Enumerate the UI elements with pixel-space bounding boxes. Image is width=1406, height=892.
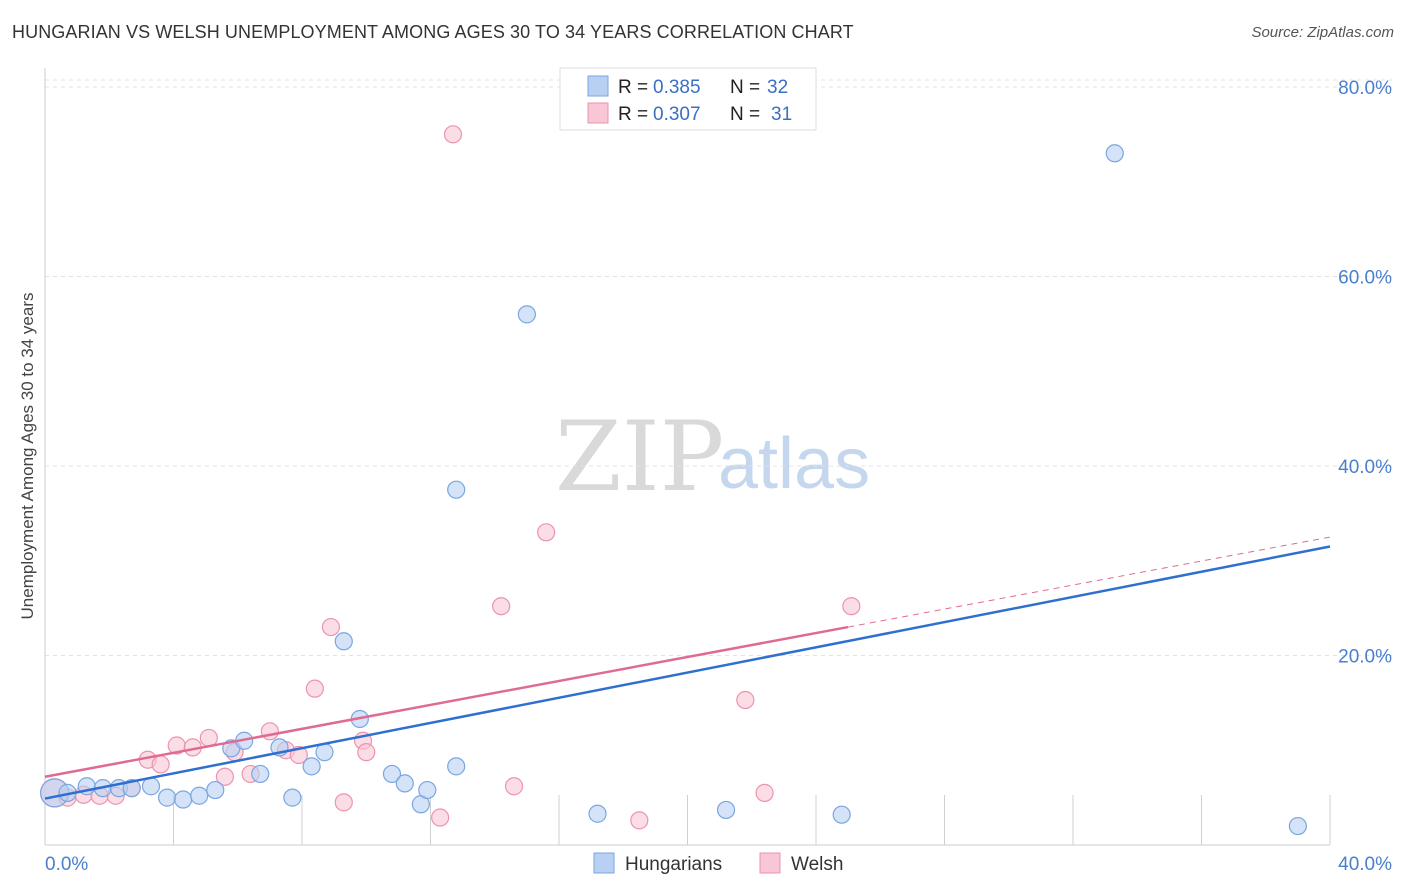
legend-r-value-welsh: 0.307 xyxy=(653,104,701,125)
legend-r-label-welsh: R = xyxy=(618,104,648,125)
watermark-atlas: atlas xyxy=(718,424,870,504)
welsh-point xyxy=(492,597,511,616)
legend-swatch-welsh xyxy=(587,102,609,124)
legend-n-value-hungarians: 32 xyxy=(767,77,788,98)
hungarians-point xyxy=(418,780,437,800)
trend-layer xyxy=(44,536,1331,800)
bottom-legend-swatch-welsh[interactable] xyxy=(759,852,781,874)
hungarians-point xyxy=(447,757,466,776)
chart-title: HUNGARIAN VS WELSH UNEMPLOYMENT AMONG AG… xyxy=(12,22,854,42)
hungarians-trend-line xyxy=(44,545,1331,800)
welsh-point xyxy=(357,743,376,762)
welsh-point xyxy=(736,690,755,710)
bottom-legend: Hungarians Welsh xyxy=(593,852,843,875)
y-tick-layer: 20.0% 40.0% 60.0% 80.0% xyxy=(1338,78,1392,668)
y-tick-label: 60.0% xyxy=(1338,267,1392,288)
chart-source: Source: ZipAtlas.com xyxy=(1251,24,1394,41)
hungarians-point xyxy=(122,779,141,798)
hungarians-point xyxy=(251,764,270,784)
hungarians-point xyxy=(1288,816,1307,836)
welsh-point xyxy=(431,808,450,827)
hungarians-point xyxy=(334,632,353,651)
welsh-point xyxy=(630,811,649,830)
hungarians-point xyxy=(447,480,466,499)
hungarians-point xyxy=(157,788,177,807)
welsh-point xyxy=(305,679,324,698)
x-tick-label-max: 40.0% xyxy=(1338,854,1392,875)
legend-n-label-hungarians: N = xyxy=(730,77,760,98)
bottom-legend-label-hungarians[interactable]: Hungarians xyxy=(625,854,722,875)
welsh-point xyxy=(755,783,774,802)
welsh-point xyxy=(215,767,234,786)
axis-layer xyxy=(44,68,1330,846)
y-tick-label: 20.0% xyxy=(1338,646,1392,667)
legend-r-value-hungarians: 0.385 xyxy=(653,77,701,98)
points-layer xyxy=(40,125,1307,836)
hungarians-point xyxy=(588,804,607,823)
welsh-point xyxy=(842,597,861,616)
hungarians-point xyxy=(190,786,209,805)
hungarians-point xyxy=(517,305,536,324)
legend-n-value-welsh: 31 xyxy=(771,104,792,125)
hungarians-point xyxy=(141,777,161,796)
welsh-trend-line xyxy=(44,625,849,779)
hungarians-point xyxy=(174,790,193,809)
y-tick-label: 40.0% xyxy=(1338,457,1392,478)
bottom-legend-swatch-hungarians[interactable] xyxy=(593,852,615,874)
welsh-point xyxy=(504,777,524,796)
welsh-point xyxy=(334,793,353,812)
hungarians-point xyxy=(382,764,402,784)
hungarians-point xyxy=(302,757,321,776)
y-tick-label: 80.0% xyxy=(1338,78,1392,99)
legend-swatch-hungarians xyxy=(587,75,609,97)
welsh-trend-line-extended xyxy=(848,536,1331,628)
hungarians-point xyxy=(832,805,851,824)
hungarians-point xyxy=(395,774,414,793)
welsh-point xyxy=(443,125,463,144)
y-axis-label: Unemployment Among Ages 30 to 34 years xyxy=(18,293,37,620)
welsh-point xyxy=(260,722,279,741)
welsh-point xyxy=(537,523,556,542)
legend-r-label-hungarians: R = xyxy=(618,77,648,98)
grid-layer xyxy=(45,79,1392,845)
hungarians-point xyxy=(1105,144,1124,163)
welsh-point xyxy=(321,617,341,637)
watermark-zip: ZIP xyxy=(555,401,724,513)
x-tick-label-min: 0.0% xyxy=(45,854,88,875)
welsh-point xyxy=(151,755,170,774)
hungarians-point xyxy=(716,800,736,820)
hungarians-point xyxy=(206,780,225,800)
bottom-legend-label-welsh[interactable]: Welsh xyxy=(791,854,843,875)
hungarians-point xyxy=(283,788,302,807)
legend-n-label-welsh: N = xyxy=(730,104,760,125)
top-legend: R = 0.385 N = 32 R = 0.307 N = 31 xyxy=(559,67,817,131)
